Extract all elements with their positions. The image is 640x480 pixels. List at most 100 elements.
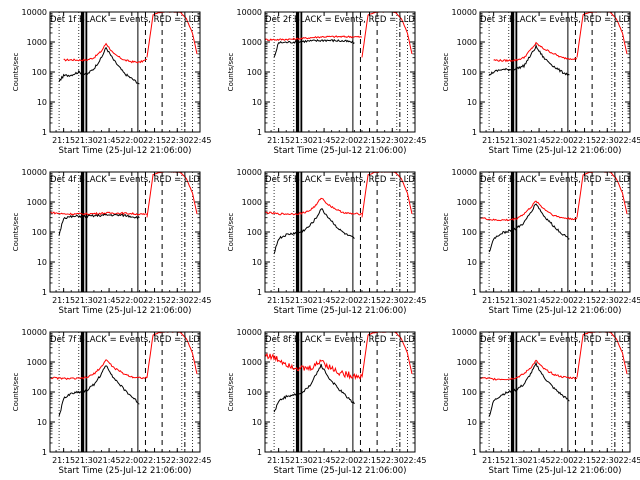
lld-series-line <box>480 359 578 381</box>
x-tick-label: 22:30 <box>381 456 404 465</box>
x-tick-label: 21:30 <box>75 296 98 305</box>
detector-chart-6: 1 10 100 1000 10000 21:15 21:30 21:45 22:00 22:15… <box>442 168 640 316</box>
x-tick-label: 22:30 <box>381 136 404 145</box>
x-tick-label: 21:15 <box>52 456 75 465</box>
x-tick-label: 21:45 <box>98 456 121 465</box>
x-tick-label: 22:15 <box>358 136 381 145</box>
x-tick-label: 21:30 <box>505 136 528 145</box>
x-tick-label: 21:15 <box>482 136 505 145</box>
y-tick-label: 1 <box>42 448 47 457</box>
x-tick-label: 22:30 <box>596 456 619 465</box>
x-tick-label: 22:30 <box>381 296 404 305</box>
y-tick-label: 10000 <box>22 8 47 17</box>
y-tick-label: 10000 <box>452 168 477 177</box>
x-tick-label: 21:15 <box>482 456 505 465</box>
y-tick-label: 1000 <box>457 358 477 367</box>
y-axis-label: Counts/sec <box>12 373 20 412</box>
x-tick-label: 22:45 <box>618 296 640 305</box>
lld-series-line <box>50 211 148 216</box>
y-tick-label: 1 <box>472 448 477 457</box>
lld-series-line <box>265 35 363 42</box>
plot-frame <box>49 11 201 133</box>
x-tick-label: 22:15 <box>143 296 166 305</box>
y-tick-label: 10 <box>37 98 47 107</box>
chart-title: Det 3f BLACK = Events, RED = LLD <box>480 15 630 25</box>
x-tick-label: 21:45 <box>313 456 336 465</box>
x-tick-label: 22:00 <box>335 456 358 465</box>
y-tick-label: 1000 <box>242 198 262 207</box>
events-series-line <box>488 203 570 253</box>
x-tick-label: 22:30 <box>166 136 189 145</box>
x-tick-label: 21:45 <box>98 136 121 145</box>
chart-title: Det 5f BLACK = Events, RED = LLD <box>265 175 415 185</box>
x-tick-label: 22:45 <box>188 296 211 305</box>
chart-title: Det 1f BLACK = Events, RED = LLD <box>50 15 200 25</box>
lld-series-line <box>480 200 578 222</box>
x-tick-label: 22:00 <box>120 296 143 305</box>
x-axis-label: Start Time (25-Jul-12 21:06:00) <box>489 466 622 476</box>
plot-frame <box>264 331 416 453</box>
x-tick-label: 22:00 <box>550 456 573 465</box>
x-axis-label: Start Time (25-Jul-12 21:06:00) <box>274 146 407 156</box>
x-tick-label: 22:00 <box>335 136 358 145</box>
lld-rise-line <box>361 12 413 58</box>
y-tick-label: 1 <box>472 128 477 137</box>
y-tick-label: 1 <box>42 128 47 137</box>
y-tick-label: 100 <box>247 68 262 77</box>
events-series-line <box>273 208 355 255</box>
y-tick-label: 10000 <box>452 8 477 17</box>
y-tick-label: 100 <box>32 228 47 237</box>
y-axis-label: Counts/sec <box>227 373 235 412</box>
x-tick-label: 22:45 <box>188 456 211 465</box>
y-tick-label: 1000 <box>457 38 477 47</box>
y-axis-label: Counts/sec <box>227 53 235 92</box>
plot-frame <box>264 11 416 133</box>
events-series-line <box>273 38 355 58</box>
x-tick-label: 22:00 <box>550 296 573 305</box>
plot-frame <box>264 171 416 293</box>
lld-rise-line <box>576 332 628 378</box>
y-tick-label: 1 <box>42 288 47 297</box>
x-tick-label: 22:00 <box>120 136 143 145</box>
y-tick-label: 10 <box>252 98 262 107</box>
x-tick-label: 21:30 <box>505 296 528 305</box>
y-tick-label: 1000 <box>457 198 477 207</box>
y-tick-label: 1 <box>257 288 262 297</box>
x-tick-label: 22:15 <box>143 456 166 465</box>
y-tick-label: 100 <box>462 388 477 397</box>
x-axis-label: Start Time (25-Jul-12 21:06:00) <box>59 306 192 316</box>
x-tick-label: 22:30 <box>166 296 189 305</box>
y-tick-label: 10 <box>252 258 262 267</box>
x-tick-label: 21:30 <box>75 136 98 145</box>
y-tick-label: 10000 <box>452 328 477 337</box>
y-axis-label: Counts/sec <box>227 213 235 252</box>
y-tick-label: 100 <box>32 388 47 397</box>
events-series-line <box>273 363 355 413</box>
plot-frame <box>479 331 631 453</box>
y-tick-label: 100 <box>247 228 262 237</box>
x-tick-label: 22:45 <box>618 136 640 145</box>
x-tick-label: 22:15 <box>573 136 596 145</box>
x-tick-label: 22:00 <box>550 136 573 145</box>
y-axis-label: Counts/sec <box>12 53 20 92</box>
x-tick-label: 22:45 <box>403 456 426 465</box>
y-tick-label: 10000 <box>237 8 262 17</box>
y-axis-label: Counts/sec <box>442 373 450 412</box>
detector-chart-8: 1 10 100 1000 10000 21:15 21:30 21:45 22:00 22:15… <box>227 328 427 476</box>
detector-chart-2: 1 10 100 1000 10000 21:15 21:30 21:45 22:00 22:15… <box>227 8 427 156</box>
x-tick-label: 21:45 <box>98 296 121 305</box>
detector-chart-4: 1 10 100 1000 10000 21:15 21:30 21:45 22:00 22:15… <box>12 168 212 316</box>
x-tick-label: 22:15 <box>358 456 381 465</box>
lld-series-line <box>265 352 363 381</box>
x-tick-label: 21:45 <box>528 296 551 305</box>
chart-title: Det 6f BLACK = Events, RED = LLD <box>480 175 630 185</box>
x-axis-label: Start Time (25-Jul-12 21:06:00) <box>59 146 192 156</box>
x-axis-label: Start Time (25-Jul-12 21:06:00) <box>59 466 192 476</box>
events-series-line <box>58 213 140 236</box>
x-tick-label: 22:30 <box>596 296 619 305</box>
y-tick-label: 10000 <box>22 168 47 177</box>
lld-rise-line <box>361 172 413 218</box>
x-tick-label: 21:30 <box>290 456 313 465</box>
x-tick-label: 21:15 <box>52 296 75 305</box>
detector-chart-7: 1 10 100 1000 10000 21:15 21:30 21:45 22:00 22:15… <box>12 328 212 476</box>
